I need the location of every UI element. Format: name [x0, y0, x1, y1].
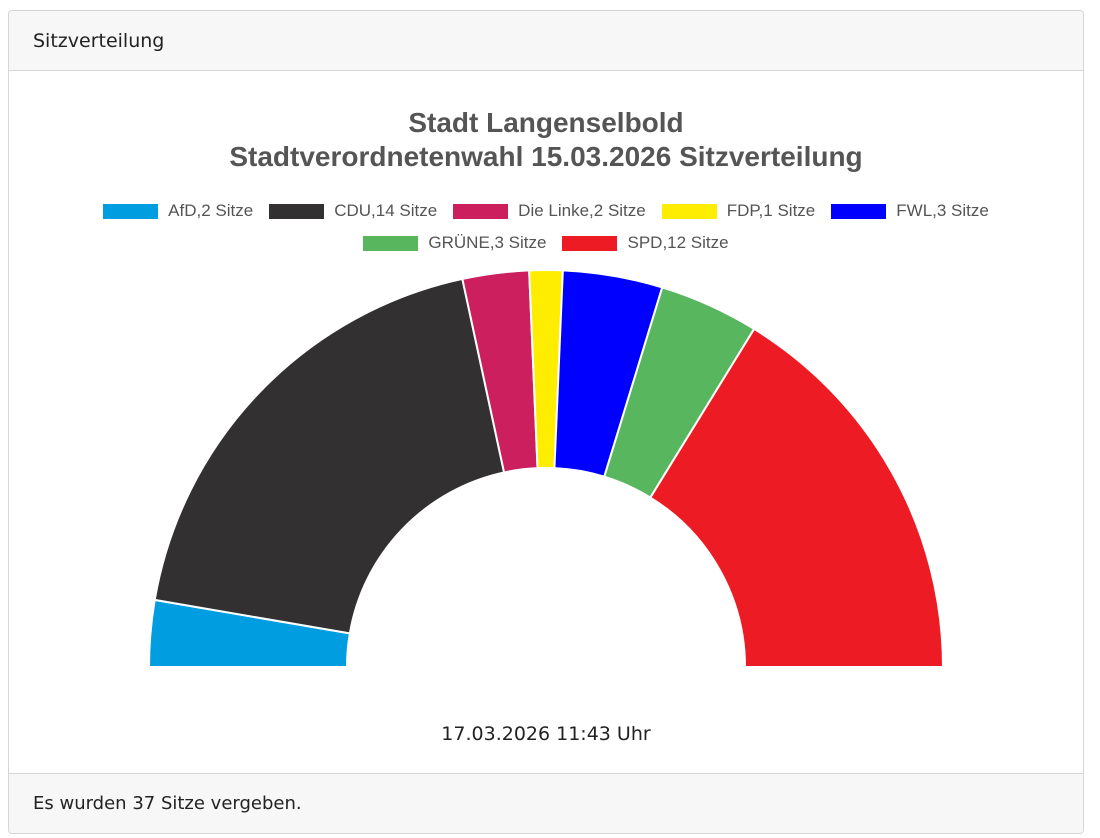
chart-title: Stadt Langenselbold: [408, 107, 684, 138]
legend-label: GRÜNE,3 Sitze: [428, 233, 547, 252]
card: Sitzverteilung Stadt Langenselbold Stadt…: [8, 10, 1084, 834]
legend-item[interactable]: Die Linke,2 Sitze: [453, 201, 646, 220]
chart: [147, 269, 945, 668]
legend-label: SPD,12 Sitze: [627, 233, 729, 252]
seat-segment: [648, 327, 945, 668]
legend-item[interactable]: FDP,1 Sitze: [661, 201, 816, 220]
legend-label: CDU,14 Sitze: [334, 201, 438, 220]
legend-item[interactable]: AfD,2 Sitze: [103, 201, 254, 220]
card-header: Sitzverteilung: [9, 11, 1083, 71]
legend-swatch: [562, 235, 618, 251]
legend-item[interactable]: GRÜNE,3 Sitze: [363, 233, 547, 252]
chart-area: Stadt Langenselbold Stadtverordnetenwahl…: [9, 71, 1083, 773]
legend-item[interactable]: FWL,3 Sitze: [831, 201, 989, 220]
legend: AfD,2 Sitze CDU,14 Sitze Die Linke,2 Sitze…: [86, 201, 1006, 252]
card-footer: Es wurden 37 Sitze vergeben.: [9, 773, 1083, 833]
legend-swatch: [661, 203, 717, 219]
legend-swatch: [269, 203, 325, 219]
timestamp: 17.03.2026 11:43 Uhr: [441, 723, 651, 745]
legend-swatch: [453, 203, 509, 219]
legend-swatch: [831, 203, 887, 219]
legend-label: Die Linke,2 Sitze: [518, 201, 646, 220]
legend-label: AfD,2 Sitze: [168, 201, 254, 220]
seat-segment: [153, 277, 506, 635]
legend-item[interactable]: CDU,14 Sitze: [269, 201, 438, 220]
legend-swatch: [103, 203, 159, 219]
legend-label: FWL,3 Sitze: [896, 201, 989, 220]
legend-swatch: [363, 235, 419, 251]
legend-item[interactable]: SPD,12 Sitze: [562, 233, 729, 252]
chart-subtitle: Stadtverordnetenwahl 15.03.2026 Sitzvert…: [229, 141, 863, 172]
legend-label: FDP,1 Sitze: [726, 201, 816, 220]
